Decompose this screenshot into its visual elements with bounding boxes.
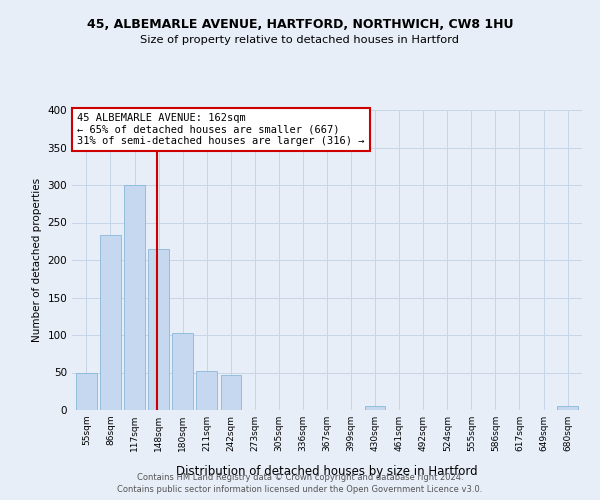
Text: Contains HM Land Registry data © Crown copyright and database right 2024.
Contai: Contains HM Land Registry data © Crown c…	[118, 472, 482, 494]
Bar	[221, 375, 241, 410]
Text: 45, ALBEMARLE AVENUE, HARTFORD, NORTHWICH, CW8 1HU: 45, ALBEMARLE AVENUE, HARTFORD, NORTHWIC…	[87, 18, 513, 30]
Bar	[557, 406, 578, 410]
Bar	[148, 248, 169, 410]
Bar	[196, 371, 217, 410]
Text: Size of property relative to detached houses in Hartford: Size of property relative to detached ho…	[140, 35, 460, 45]
Bar	[365, 406, 385, 410]
Bar	[172, 333, 193, 410]
Y-axis label: Number of detached properties: Number of detached properties	[32, 178, 42, 342]
Bar	[124, 185, 145, 410]
X-axis label: Distribution of detached houses by size in Hartford: Distribution of detached houses by size …	[176, 465, 478, 478]
Bar	[76, 372, 97, 410]
Text: 45 ALBEMARLE AVENUE: 162sqm
← 65% of detached houses are smaller (667)
31% of se: 45 ALBEMARLE AVENUE: 162sqm ← 65% of det…	[77, 113, 365, 146]
Bar	[100, 236, 121, 410]
